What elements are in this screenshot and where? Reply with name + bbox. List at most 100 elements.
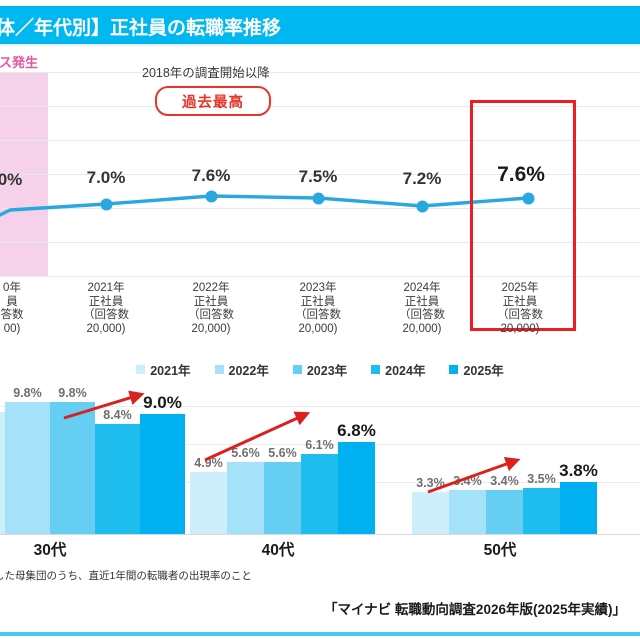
header-bar: 体／年代別】正社員の転職率推移 — [0, 6, 640, 44]
covid-period-label: ウィルス発生 — [0, 55, 39, 70]
bar — [140, 414, 185, 534]
bar — [301, 454, 338, 534]
bar — [338, 442, 375, 534]
record-high-callout: 過去最高 — [155, 86, 271, 116]
line-series-path — [0, 194, 530, 217]
bar — [523, 488, 560, 534]
line-point-value: 0% — [0, 170, 23, 189]
line-point — [101, 199, 111, 209]
source-text: 「マイナビ 転職動向調査2026年版(2025年実績)」 — [323, 602, 626, 617]
x-axis-label-line: 答数 — [0, 309, 24, 321]
x-axis-label-line: 2024年 — [403, 282, 441, 294]
x-axis-label-line: 2023年 — [299, 282, 337, 294]
x-axis-label-line: 2021年 — [87, 282, 125, 294]
line-point — [523, 193, 533, 203]
bar-baseline — [0, 534, 640, 535]
bar-value-label: 6.1% — [305, 438, 334, 452]
legend-item[interactable]: 2023年 — [292, 360, 347, 379]
x-axis-label: 2023年 正社員 （回答数 20,000) — [270, 282, 366, 336]
gridline — [0, 72, 640, 73]
bar-group-label: 50代 — [483, 542, 517, 559]
x-axis-label: 2025年 正社員 （回答数 20,000) — [472, 282, 568, 336]
legend-item[interactable]: 2024年 — [371, 360, 425, 379]
legend-swatch-icon — [449, 364, 459, 374]
bar — [264, 462, 301, 534]
x-axis-label-line: 00) — [3, 322, 21, 335]
bar — [50, 402, 95, 534]
x-axis-label-line: （回答数 — [399, 309, 445, 321]
footnote-text: した母集団のうち、直近1年間の転職者の出現率のこと — [0, 570, 252, 582]
x-axis-label-line: 正社員 — [404, 295, 440, 308]
x-axis-label-line: 20,000) — [86, 322, 126, 335]
x-axis-label-line: （回答数 — [497, 309, 543, 321]
legend-label: 2021年 — [150, 363, 191, 378]
bar-value-label: 4.9% — [194, 456, 223, 470]
x-axis-label-line: 20,000) — [500, 322, 540, 335]
legend-swatch-icon — [371, 364, 381, 374]
legend-swatch-icon — [214, 364, 224, 374]
x-axis-label-line: 正社員 — [88, 295, 124, 308]
line-point — [417, 201, 427, 211]
header-shadow — [0, 44, 640, 47]
x-axis-label: 0年員答数 00) — [0, 282, 60, 336]
bar — [560, 482, 597, 534]
x-axis-label: 2024年 正社員 （回答数 20,000) — [374, 282, 470, 336]
line-chart: ウィルス発生 0% 7.0% 7.6% 7.5% 7.2% 7.6% 2018年の調査開始… — [0, 50, 640, 340]
bar-value-label: 8.4% — [103, 408, 132, 422]
x-axis-label-line: 2025年 — [501, 282, 539, 294]
line-point-value: 7.2% — [402, 169, 442, 188]
bar — [227, 462, 264, 534]
bar — [0, 412, 5, 534]
gridline — [0, 276, 640, 277]
gridline — [0, 242, 640, 243]
x-axis-label-line: 20,000) — [402, 322, 442, 335]
legend: 2021年 2022年 2023年 2024年 2025年 — [0, 358, 640, 380]
bar — [412, 492, 449, 534]
legend-label: 2022年 — [228, 363, 269, 378]
x-axis-label-line: 20,000) — [191, 322, 231, 335]
legend-swatch-icon — [136, 364, 146, 374]
line-point-value: 7.6% — [191, 166, 231, 185]
bar-group-label: 30代 — [33, 542, 67, 559]
bar-value-label: 3.3% — [416, 476, 445, 490]
bar-value-label: 3.4% — [453, 474, 482, 488]
bar — [449, 490, 486, 534]
x-axis-label-line: （回答数 — [188, 309, 234, 321]
x-axis-label: 2021年 正社員 （回答数 20,000) — [58, 282, 154, 336]
x-axis-label-line: （回答数 — [295, 309, 341, 321]
bar-value-label: 3.8% — [559, 461, 598, 480]
bar — [5, 402, 50, 534]
x-axis-label-line: 正社員 — [300, 295, 336, 308]
line-chart-x-axis-labels: 0年員答数 00) 2021年 正社員 （回答数 20,000) 2022年 正社員 （回答数 2… — [0, 282, 640, 340]
bar-value-label: 3.4% — [490, 474, 519, 488]
legend-item[interactable]: 2022年 — [214, 360, 269, 379]
gridline — [0, 140, 640, 141]
bar-gridline — [0, 406, 640, 407]
line-point-value: 7.6% — [497, 163, 545, 186]
line-point-value: 7.0% — [86, 168, 126, 187]
bar-value-label: 9.8% — [58, 386, 87, 400]
x-axis-label-line: 正社員 — [502, 295, 538, 308]
bar-value-label: 6.8% — [337, 421, 376, 440]
x-axis-label-line: 正社員 — [193, 295, 229, 308]
x-axis-label: 2022年 正社員 （回答数 20,000) — [163, 282, 259, 336]
x-axis-label-line: 員 — [6, 295, 18, 308]
line-chart-gridlines — [0, 72, 640, 277]
bar — [95, 424, 140, 534]
x-axis-label-line: 2022年 — [192, 282, 230, 294]
bar-value-label: 3.5% — [527, 472, 556, 486]
gridline — [0, 106, 640, 107]
bar-value-label: 5.6% — [268, 446, 297, 460]
legend-item[interactable]: 2021年 — [136, 360, 191, 379]
legend-item[interactable]: 2025年 — [449, 360, 504, 379]
bar — [486, 490, 523, 534]
line-point-value: 7.5% — [298, 167, 338, 186]
since-survey-label: 2018年の調査開始以降 — [142, 66, 270, 80]
line-point — [206, 191, 216, 201]
x-axis-label-line: 0年 — [3, 282, 21, 294]
record-high-label: 過去最高 — [182, 94, 244, 111]
bar-value-label: 9.0% — [143, 393, 182, 412]
x-axis-label-line: 20,000) — [298, 322, 338, 335]
page-title: 体／年代別】正社員の転職率推移 — [0, 18, 282, 39]
